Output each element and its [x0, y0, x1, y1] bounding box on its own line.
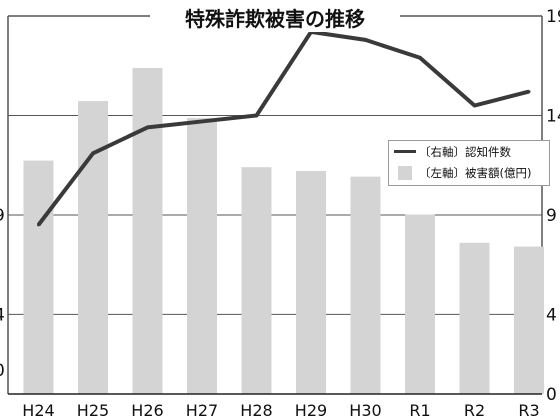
left-tick-9: 9	[0, 206, 5, 226]
right-tick-0: 0	[546, 385, 557, 405]
left-tick-4: 4	[0, 305, 5, 325]
bar-H30	[350, 176, 381, 394]
legend: 〔右軸〕認知件数 〔左軸〕被害額(億円)	[388, 140, 550, 186]
x-tick-H25: H25	[77, 401, 109, 420]
bar-H29	[296, 170, 326, 394]
line-point-H25	[91, 151, 95, 155]
x-tick-H26: H26	[131, 401, 163, 420]
x-tick-R1: R1	[409, 401, 430, 420]
bar-swatch	[398, 165, 412, 180]
right-tick-9: 9	[546, 206, 557, 226]
line-series-count	[36, 29, 530, 227]
bar-R1	[405, 214, 435, 394]
right-tick-14: 14	[546, 106, 560, 126]
x-tick-H28: H28	[240, 401, 272, 420]
legend-label-count: 〔右軸〕認知件数	[419, 144, 511, 159]
line-point-H28	[255, 113, 258, 117]
line-point-R1	[418, 56, 422, 60]
bar-H25	[78, 101, 108, 395]
bar-H28	[241, 167, 272, 394]
right-tick-19: 19	[546, 7, 560, 27]
bar-H27	[187, 118, 217, 394]
line-point-R2	[473, 104, 476, 108]
x-tick-H30: H30	[349, 401, 381, 420]
x-tick-H27: H27	[186, 401, 218, 420]
line-swatch	[394, 150, 416, 153]
x-tick-H29: H29	[295, 401, 327, 420]
line-point-H27	[200, 119, 204, 123]
line-point-H26	[146, 125, 149, 129]
x-tick-R2: R2	[464, 401, 485, 420]
bar-R3	[514, 246, 544, 394]
line-point-H24	[37, 223, 40, 227]
bar-H26	[132, 67, 163, 394]
legend-label-amount: 〔左軸〕被害額(億円)	[419, 165, 532, 180]
chart-title: 特殊詐欺被害の推移	[150, 3, 400, 32]
legend-item-amount: 〔左軸〕被害額(億円)	[389, 162, 549, 183]
x-tick-R3: R3	[518, 401, 539, 420]
line-point-R3	[527, 90, 531, 94]
legend-item-count: 〔右軸〕認知件数	[389, 141, 549, 162]
line-point-H30	[364, 38, 367, 42]
right-tick-4: 4	[546, 305, 557, 325]
bar-R2	[459, 242, 490, 394]
x-tick-H24: H24	[22, 401, 54, 420]
left-tick-0: 0	[0, 361, 5, 381]
bar-H24	[23, 160, 54, 394]
